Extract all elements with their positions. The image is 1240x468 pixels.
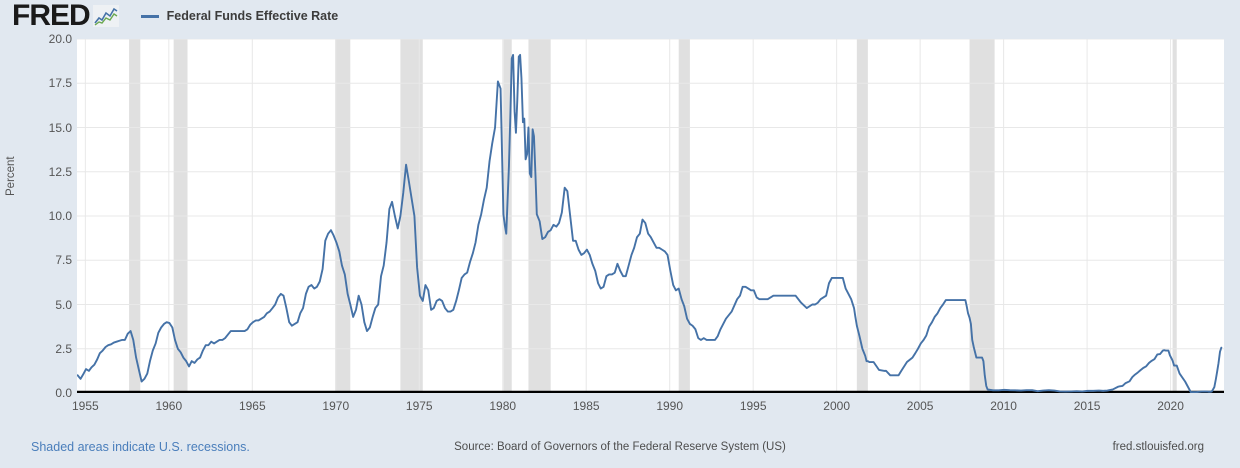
chart-plot-area[interactable] <box>77 39 1224 393</box>
x-axis-tick-label: 1955 <box>71 399 99 413</box>
chart-header: FRED Federal Funds Effective Rate <box>0 0 1240 32</box>
chart-footer: Shaded areas indicate U.S. recessions. S… <box>0 440 1240 462</box>
x-axis-tick-label: 2005 <box>906 399 934 413</box>
x-axis-tick-label: 1995 <box>739 399 767 413</box>
x-axis-tick-label: 1975 <box>405 399 433 413</box>
source-note: Source: Board of Governors of the Federa… <box>454 441 786 453</box>
line-chart-icon <box>92 5 119 27</box>
fred-wordmark: FRED <box>12 0 91 32</box>
y-axis: Percent 0.0 2.5 5.0 7.5 10.0 12.5 15.0 17.5 20.0 <box>0 0 72 468</box>
x-axis-tick-label: 2010 <box>990 399 1017 413</box>
y-axis-tick-label: 20.0 <box>48 32 72 46</box>
y-axis-tick-label: 5.0 <box>55 297 72 312</box>
legend-series-label: Federal Funds Effective Rate <box>166 9 339 23</box>
x-axis-tick-label: 1970 <box>322 399 350 413</box>
y-axis-tick-label: 10.0 <box>48 209 72 223</box>
legend-color-swatch <box>140 14 159 18</box>
y-axis-tick-label: 15.0 <box>48 120 72 135</box>
x-axis-tick-label: 2020 <box>1157 399 1184 413</box>
x-axis-tick-label: 1960 <box>155 399 183 413</box>
x-axis-tick-label: 2000 <box>823 399 851 413</box>
y-axis-tick-label: 12.5 <box>48 164 72 179</box>
x-axis-tick-label: 1990 <box>656 399 684 413</box>
fred-logo[interactable]: FRED <box>12 1 119 31</box>
x-axis-tick-label: 1985 <box>572 399 600 413</box>
recession-note-link[interactable]: Shaded areas indicate U.S. recessions. <box>31 440 250 454</box>
x-axis-tick-label: 1965 <box>238 399 266 413</box>
y-axis-tick-label: 7.5 <box>55 253 72 268</box>
y-axis-tick-label: 2.5 <box>55 341 72 356</box>
series-path-group <box>77 53 1223 393</box>
x-axis-tick-label: 1980 <box>489 399 517 413</box>
y-axis-tick-label: 0.0 <box>55 386 72 400</box>
site-url: fred.stlouisfed.org <box>1112 441 1204 453</box>
chart-legend[interactable]: Federal Funds Effective Rate <box>140 9 339 23</box>
x-axis-tick-label: 2015 <box>1073 399 1101 413</box>
y-axis-tick-label: 17.5 <box>48 76 72 91</box>
gridlines <box>77 39 1224 393</box>
series-line <box>77 53 1223 393</box>
series-line-chart <box>77 39 1224 393</box>
